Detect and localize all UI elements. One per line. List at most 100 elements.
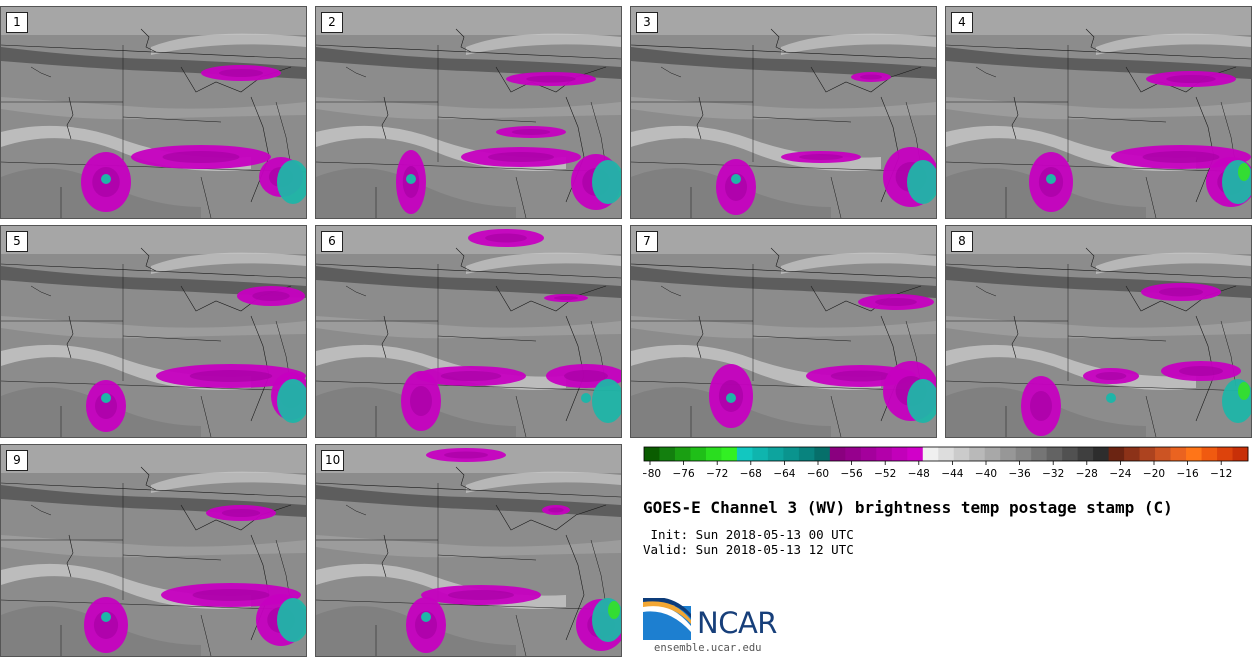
colorbar-swatch	[969, 447, 986, 461]
upper-band	[631, 7, 936, 35]
colorbar-swatch	[1108, 447, 1125, 461]
chart-title: GOES-E Channel 3 (WV) brightness temp po…	[643, 498, 1173, 517]
mid-band	[946, 97, 1251, 120]
bright-streak	[466, 33, 621, 55]
colorbar-swatch	[659, 447, 676, 461]
cold-cloud-core	[219, 69, 263, 77]
upper-band	[1, 226, 306, 254]
ncar-logo-icon	[643, 598, 691, 640]
lake-shore	[565, 534, 585, 641]
bright-streak	[151, 252, 306, 274]
cold-cloud-core	[526, 75, 576, 83]
init-time: Init: Sun 2018-05-13 00 UTC	[643, 527, 854, 542]
colorbar-swatch	[1170, 447, 1187, 461]
upper-band	[1, 7, 306, 35]
border-line	[515, 395, 527, 437]
water-vapor-map	[946, 226, 1251, 437]
map-panel-10: 10	[315, 444, 622, 657]
water-vapor-map	[946, 7, 1251, 218]
dry-band	[631, 266, 936, 298]
colorbar-tick-label: −12	[1210, 468, 1232, 480]
river-line	[770, 247, 787, 272]
border-line	[1, 482, 306, 498]
river-line	[660, 66, 682, 78]
map-panel-9: 9	[0, 444, 307, 657]
cold-cloud-core	[799, 154, 843, 160]
panel-number: 9	[6, 450, 28, 471]
border-line	[1, 263, 306, 279]
dry-band	[946, 47, 1251, 79]
border-line	[515, 614, 527, 656]
colorbar-swatch	[1155, 447, 1171, 461]
colorbar-swatch	[1046, 447, 1063, 461]
colorbar-swatch	[674, 447, 691, 461]
mid-band	[1, 535, 306, 558]
border-line	[631, 263, 936, 279]
map-panel-2: 2	[315, 6, 622, 219]
colorbar-swatch	[1031, 447, 1048, 461]
river-line	[140, 466, 157, 491]
border-line	[946, 263, 1251, 279]
convection-cell	[406, 174, 416, 184]
border-line	[946, 44, 1251, 60]
convection-cell	[1106, 393, 1116, 403]
bright-streak	[1096, 252, 1251, 274]
border-line	[1145, 176, 1157, 218]
border-line	[200, 395, 212, 437]
colorbar-swatch	[1232, 447, 1249, 461]
colorbar-tick-label: −68	[740, 468, 762, 480]
dry-band	[631, 47, 936, 79]
water-vapor-map	[1, 226, 306, 437]
water-vapor-map	[316, 226, 621, 437]
mid-band	[1, 316, 306, 339]
border-line	[122, 554, 222, 561]
deep-convection	[277, 598, 306, 642]
border-line	[316, 380, 621, 392]
border-line	[1145, 395, 1157, 437]
colorbar-frame	[643, 446, 1249, 462]
dry-band	[316, 266, 621, 298]
map-panel-1: 1	[0, 6, 307, 219]
bright-streak	[781, 33, 936, 55]
river-line	[975, 285, 997, 297]
deep-convection-core	[1238, 382, 1250, 400]
mid-band	[316, 316, 621, 339]
map-panel-6: 6	[315, 225, 622, 438]
river-line	[66, 96, 74, 140]
mid-band	[316, 535, 621, 558]
border-line	[830, 395, 842, 437]
colorbar-swatch	[1201, 447, 1218, 461]
dry-band	[316, 47, 621, 79]
colorbar-swatch	[1077, 447, 1094, 461]
colorbar-swatch	[1000, 447, 1017, 461]
border-line	[122, 335, 222, 342]
river-line	[381, 315, 389, 359]
border-line	[1, 161, 306, 173]
colorbar-swatch	[767, 447, 784, 461]
cold-cloud-core	[548, 507, 564, 513]
cold-cloud-core	[860, 74, 882, 80]
border-line	[631, 44, 936, 60]
cold-cloud-core	[221, 509, 261, 517]
colorbar-swatch	[783, 447, 800, 461]
river-line	[66, 534, 74, 578]
cold-cloud-core	[553, 296, 579, 300]
convection-cell	[726, 393, 736, 403]
colorbar-tick-label: −60	[807, 468, 829, 480]
cold-cloud-core	[410, 386, 432, 416]
map-panel-5: 5	[0, 225, 307, 438]
colorbar-swatch	[891, 447, 908, 461]
river-line	[140, 28, 157, 53]
convection-cell	[581, 393, 591, 403]
river-line	[696, 96, 704, 140]
deep-convection	[907, 379, 936, 423]
border-line	[200, 614, 212, 656]
bright-streak	[151, 471, 306, 493]
colorbar-swatch	[953, 447, 970, 461]
water-vapor-map	[631, 226, 936, 437]
bright-streak	[151, 33, 306, 55]
upper-band	[316, 226, 621, 254]
convection-cell	[101, 393, 111, 403]
water-vapor-map	[1, 7, 306, 218]
panel-number: 3	[636, 12, 658, 33]
